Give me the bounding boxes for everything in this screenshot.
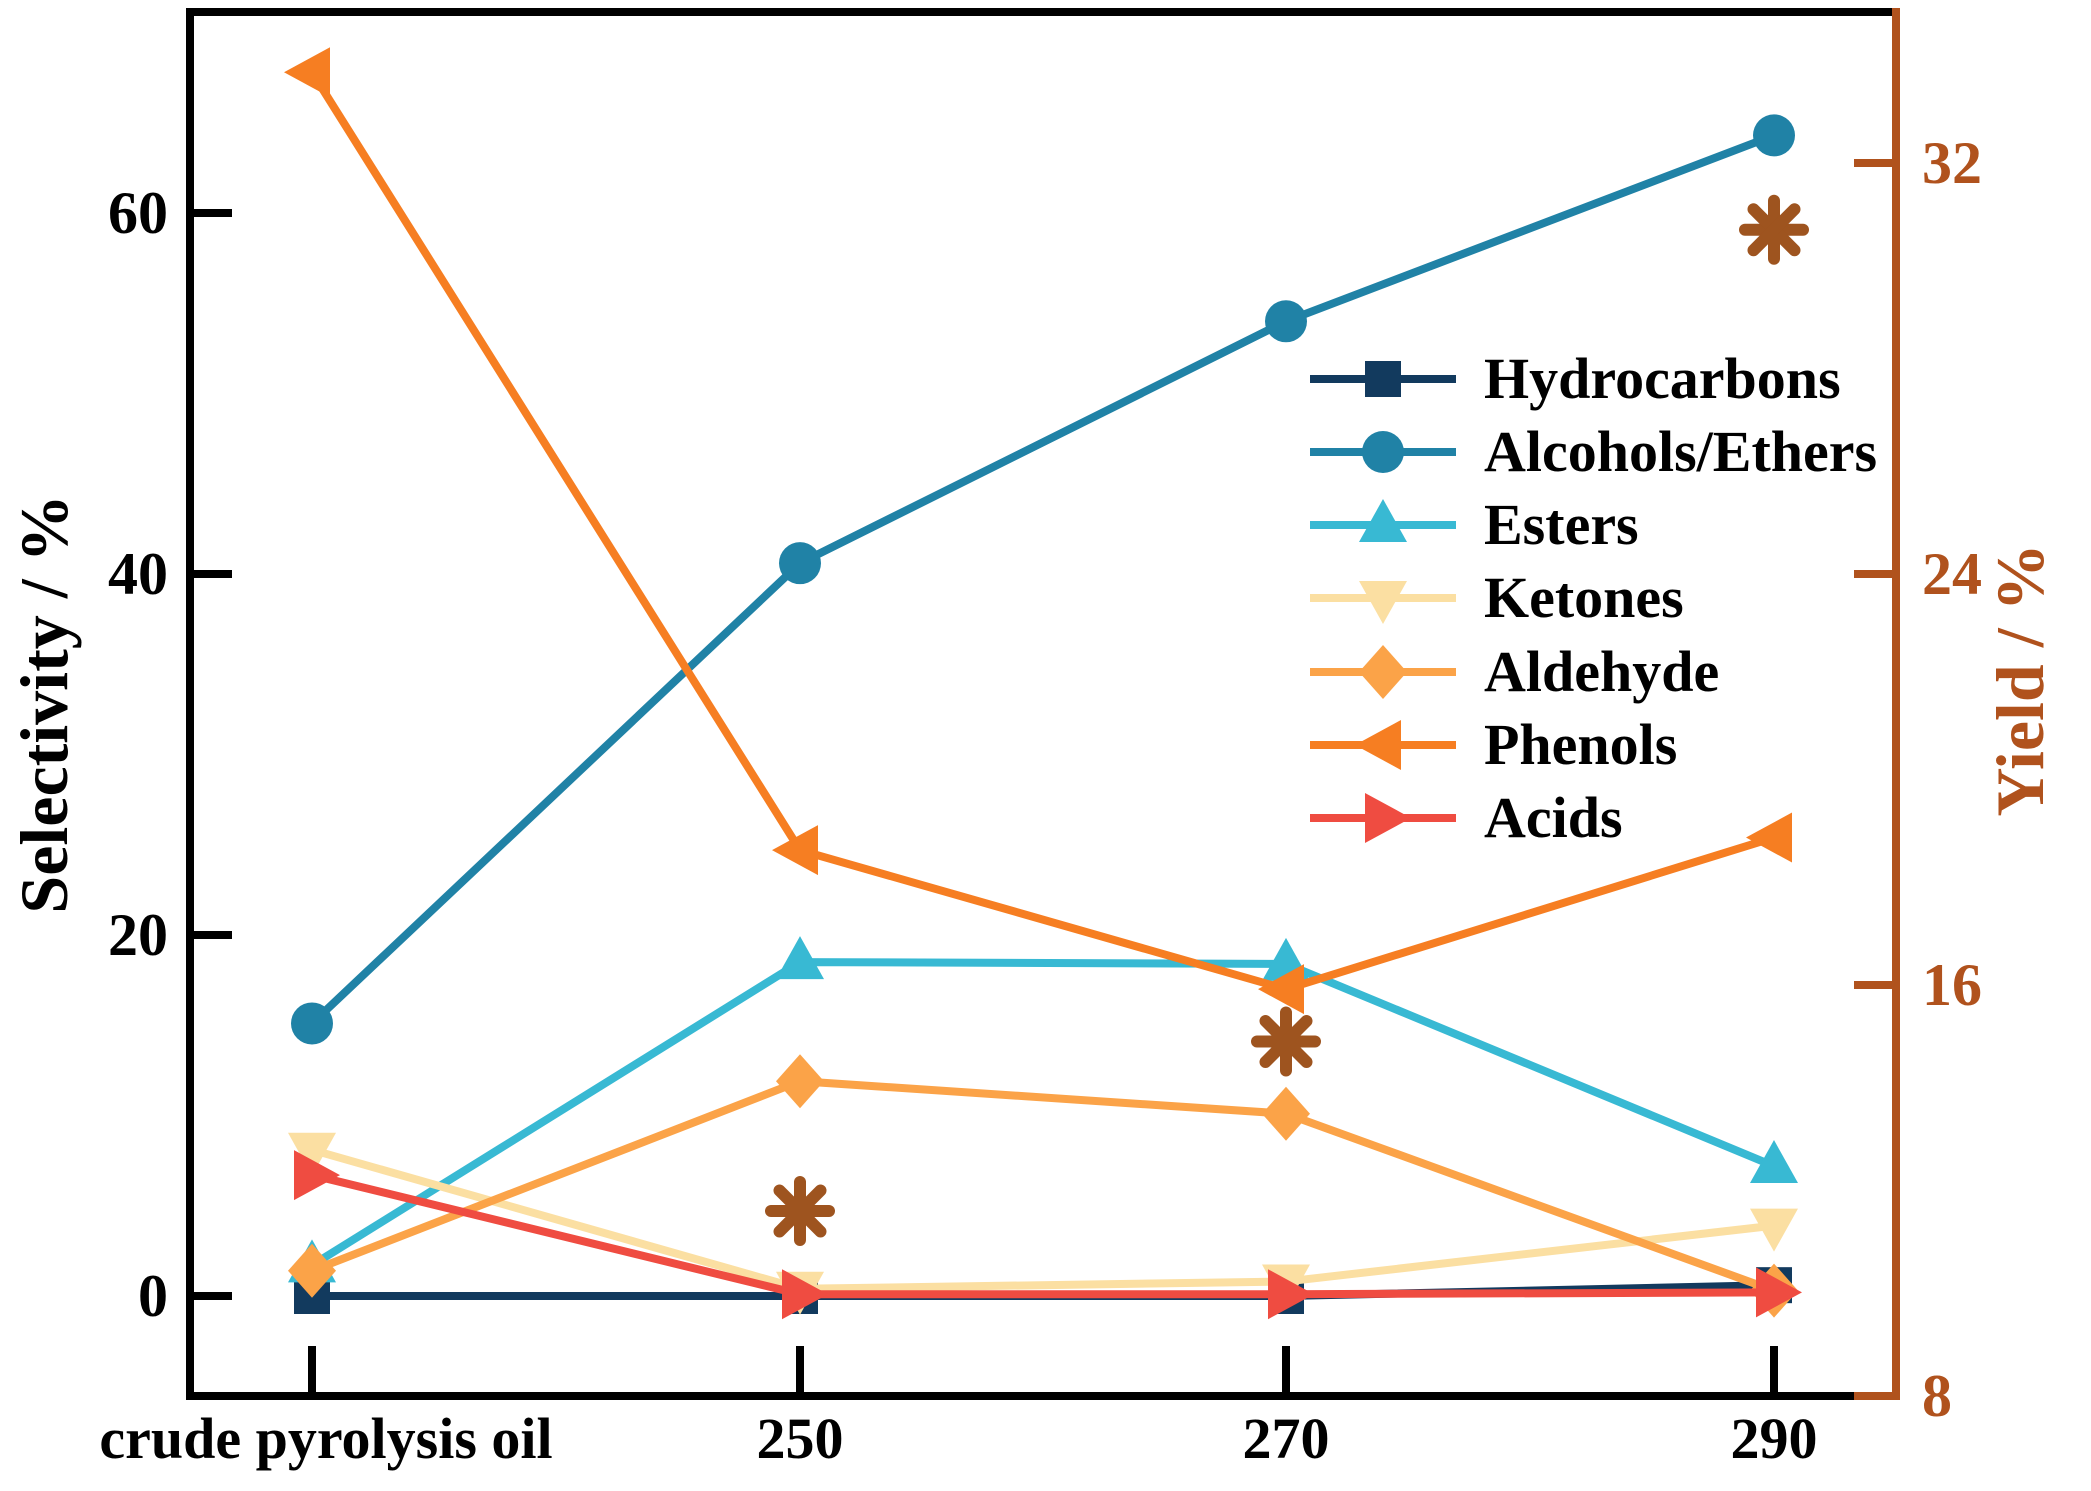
right-tick-16: 16 [1922, 952, 1982, 1018]
marker-esters [1750, 1140, 1798, 1184]
series-line-acids [311, 1171, 1775, 1299]
legend-marker-alcohols-ethers [1362, 431, 1404, 473]
legend-marker-esters [1359, 499, 1407, 542]
series-phenols [284, 47, 1792, 1015]
right-tick-32: 32 [1922, 130, 1982, 196]
marker-aldehyde [288, 1243, 336, 1298]
legend-marker-aldehyde [1359, 645, 1407, 699]
legend-marker-hydrocarbons-icon [1310, 361, 1456, 397]
marker-phenols [1258, 964, 1304, 1015]
x-label-250: 250 [756, 1406, 844, 1471]
legend-item-phenols: Phenols [1308, 716, 1677, 774]
plot-frame [186, 8, 1900, 1400]
marker-alcohols-ethers [779, 542, 821, 585]
legend-item-acids: Acids [1308, 789, 1623, 847]
marker-aldehyde [1262, 1086, 1310, 1141]
series-alcohols-ethers [291, 114, 1795, 1045]
x-label-crude-pyrolysis-oil: crude pyrolysis oil [99, 1406, 553, 1471]
right-tick-8: 8 [1922, 1363, 1952, 1429]
legend-item-aldehyde: Aldehyde [1308, 643, 1719, 701]
marker-acids [1268, 1269, 1314, 1320]
left-tick-40: 40 [108, 541, 168, 607]
left-tick-60: 60 [108, 180, 168, 246]
legend-label-aldehyde: Aldehyde [1484, 639, 1720, 704]
series-esters [288, 936, 1798, 1283]
series-line-aldehyde [310, 1077, 1776, 1295]
marker-alcohols-ethers [1753, 114, 1795, 157]
right-axis-title: Yield / % [1982, 543, 2058, 817]
left-tick-0: 0 [138, 1263, 168, 1329]
legend-label-phenols: Phenols [1484, 712, 1678, 777]
series-acids [294, 1150, 1802, 1320]
marker-ketones [1750, 1208, 1798, 1252]
x-label-270: 270 [1242, 1406, 1330, 1471]
marker-phenols [1746, 812, 1792, 863]
yield-asterisk [1739, 194, 1809, 265]
yield-asterisk [765, 1176, 835, 1247]
legend-marker-phenols [1355, 720, 1401, 770]
legend-item-alcohols-ethers: Alcohols/Ethers [1308, 423, 1877, 481]
legend-label-hydrocarbons: Hydrocarbons [1484, 346, 1841, 411]
right-tick-24: 24 [1922, 541, 1982, 607]
marker-alcohols-ethers [1265, 300, 1307, 343]
legend-marker-aldehyde-icon [1310, 645, 1456, 699]
legend-marker-acids-icon [1310, 793, 1456, 843]
legend-marker-esters-icon [1310, 499, 1456, 542]
axis-ticks [190, 159, 1896, 1400]
legend-label-ketones: Ketones [1484, 565, 1684, 630]
series-line-alcohols-ethers [309, 131, 1776, 1027]
legend-item-ketones: Ketones [1308, 569, 1684, 627]
marker-alcohols-ethers [291, 1002, 333, 1045]
marker-aldehyde [776, 1054, 824, 1109]
legend-marker-ketones-icon [1310, 581, 1456, 624]
series-line-esters [309, 958, 1776, 1269]
legend-marker-hydrocarbons [1365, 361, 1401, 397]
legend-marker-alcohols-ethers-icon [1310, 431, 1456, 473]
marker-acids [782, 1269, 828, 1320]
left-axis-title: Selectivity / % [6, 494, 82, 914]
series-line-phenols [308, 70, 1776, 994]
x-label-290: 290 [1730, 1406, 1818, 1471]
marker-esters [776, 936, 824, 980]
marker-phenols [772, 825, 818, 876]
legend-item-hydrocarbons: Hydrocarbons [1308, 350, 1841, 408]
series-aldehyde [288, 1054, 1798, 1318]
legend-marker-phenols-icon [1310, 720, 1456, 770]
marker-acids [294, 1150, 340, 1201]
legend-label-alcohols-ethers: Alcohols/Ethers [1484, 419, 1878, 484]
series-line-ketones [310, 1145, 1775, 1293]
series-yield [765, 194, 1809, 1247]
legend-item-esters: Esters [1308, 496, 1639, 554]
legend-marker-ketones [1359, 581, 1407, 624]
left-tick-20: 20 [108, 902, 168, 968]
marker-ketones [288, 1132, 336, 1176]
yield-asterisk [1251, 1006, 1321, 1077]
legend-label-esters: Esters [1484, 492, 1639, 557]
legend-marker-acids [1365, 793, 1411, 843]
marker-acids [1756, 1267, 1802, 1318]
legend-label-acids: Acids [1484, 785, 1623, 850]
marker-phenols [284, 47, 330, 98]
